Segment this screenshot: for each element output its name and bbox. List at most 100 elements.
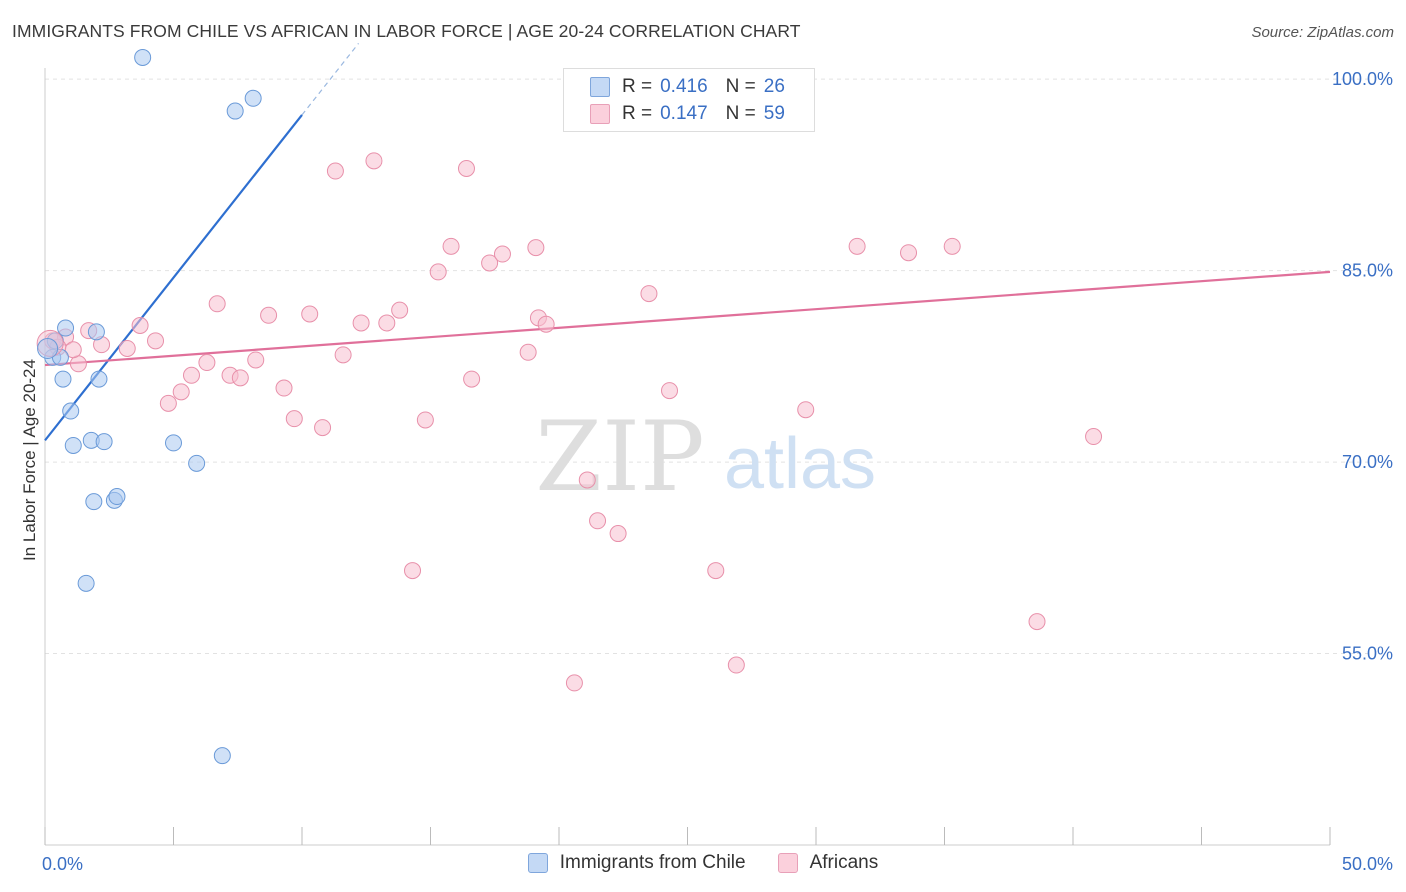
legend-item-chile[interactable]: Immigrants from Chile <box>527 852 746 874</box>
legend-label-chile: Immigrants from Chile <box>559 852 746 873</box>
point-africans <box>231 369 249 387</box>
r-value: 0.416 <box>660 76 708 97</box>
chart-title: IMMIGRANTS FROM CHILE VS AFRICAN IN LABO… <box>12 21 801 41</box>
legend-swatch-chile <box>590 77 610 97</box>
point-africans <box>285 410 303 428</box>
y-tick-label: 100.0% <box>1332 69 1393 89</box>
point-chile <box>90 370 108 388</box>
point-chile <box>244 89 262 107</box>
trend-lines <box>44 43 1331 442</box>
point-africans <box>260 306 278 324</box>
legend-item-africans[interactable]: Africans <box>777 852 879 874</box>
point-africans <box>159 394 177 412</box>
point-africans <box>527 239 545 257</box>
point-africans <box>589 512 607 530</box>
point-africans <box>797 401 815 419</box>
legend-swatch-africans <box>777 853 798 873</box>
point-africans <box>64 341 82 359</box>
r-label: R = <box>622 103 653 124</box>
point-africans <box>416 411 434 429</box>
point-chile <box>77 574 95 592</box>
point-africans <box>565 674 583 692</box>
point-africans <box>182 366 200 384</box>
point-chile <box>54 370 72 388</box>
legend-label-africans: Africans <box>809 852 879 873</box>
point-africans <box>537 315 555 333</box>
n-value: 26 <box>763 76 785 97</box>
point-chile <box>95 433 113 451</box>
watermark-zip: ZIP <box>535 401 704 513</box>
n-value: 59 <box>763 103 785 124</box>
point-africans <box>519 343 537 361</box>
point-africans <box>208 295 226 313</box>
y-tick-label: 55.0% <box>1342 644 1393 664</box>
data-points <box>36 48 1103 765</box>
trend-line-extension <box>301 43 360 116</box>
point-chile <box>37 337 59 359</box>
point-chile <box>87 323 105 341</box>
point-africans <box>275 379 293 397</box>
point-africans <box>727 656 745 674</box>
point-africans <box>1085 428 1103 446</box>
point-chile <box>188 454 206 472</box>
point-chile <box>85 493 103 511</box>
point-chile <box>213 747 231 765</box>
watermark: ZIP atlas <box>535 401 876 513</box>
point-africans <box>578 471 596 489</box>
trend-line-chile <box>44 114 303 442</box>
source-label: Source: ZipAtlas.com <box>1251 24 1394 41</box>
legend-row-africans: R = 0.147 N = 59 <box>590 101 785 127</box>
point-africans <box>378 314 396 332</box>
point-chile <box>165 434 182 452</box>
r-value: 0.147 <box>660 103 708 124</box>
point-africans <box>334 346 352 364</box>
legend-swatch-africans <box>590 104 610 124</box>
point-africans <box>404 562 422 580</box>
axes <box>44 68 1331 846</box>
watermark-atlas: atlas <box>724 424 876 504</box>
point-chile <box>64 436 82 454</box>
point-africans <box>943 237 961 255</box>
point-africans <box>198 354 216 372</box>
legend-row-chile: R = 0.416 N = 26 <box>590 74 785 100</box>
series-legend: Immigrants from Chile Africans <box>0 852 1406 874</box>
point-africans <box>442 237 460 255</box>
gridlines <box>45 78 1370 655</box>
x-tick-label: 0.0% <box>42 854 83 874</box>
point-africans <box>463 370 481 388</box>
point-africans <box>131 316 149 334</box>
point-africans <box>707 562 725 580</box>
point-africans <box>661 382 679 400</box>
point-africans <box>352 314 370 332</box>
point-africans <box>247 351 265 369</box>
point-africans <box>1028 613 1046 631</box>
point-chile <box>226 102 244 120</box>
y-tick-label: 85.0% <box>1342 261 1393 281</box>
point-africans <box>326 162 344 180</box>
trend-line-africans <box>44 270 1331 367</box>
point-africans <box>609 525 627 543</box>
point-africans <box>365 152 383 170</box>
point-africans <box>118 339 136 357</box>
point-chile <box>57 319 75 337</box>
point-africans <box>172 383 190 401</box>
point-africans <box>429 263 447 281</box>
point-africans <box>640 285 658 303</box>
point-africans <box>900 244 918 262</box>
point-africans <box>147 332 165 350</box>
point-africans <box>493 245 511 263</box>
point-africans <box>848 237 866 255</box>
point-africans <box>457 159 475 177</box>
point-africans <box>391 301 409 319</box>
legend-swatch-chile <box>527 853 548 873</box>
point-chile <box>134 48 152 66</box>
point-africans <box>301 305 319 323</box>
correlation-legend: R = 0.416 N = 26 R = 0.147 N = 59 <box>563 68 815 132</box>
point-chile <box>62 402 80 420</box>
point-africans <box>481 254 499 272</box>
x-tick-label: 50.0% <box>1342 854 1393 874</box>
n-label: N = <box>725 103 756 124</box>
r-label: R = <box>622 76 653 97</box>
tick-labels: 100.0% 85.0% 70.0% 55.0% 0.0% 50.0% <box>42 69 1393 874</box>
